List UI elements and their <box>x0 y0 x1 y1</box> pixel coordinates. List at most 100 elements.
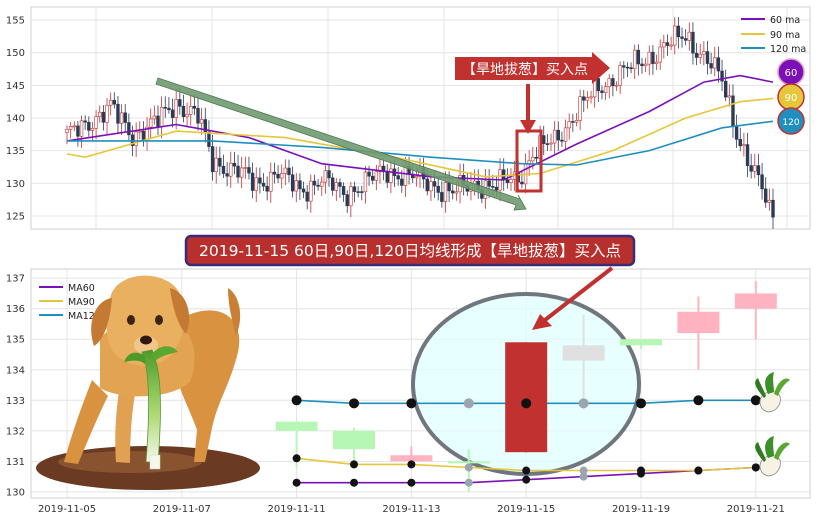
top-legend: 60 ma 90 ma 120 ma <box>741 15 806 55</box>
bottom-x-tick-label: 2019-11-21 <box>727 504 785 515</box>
top-candle <box>207 131 211 147</box>
top-candle <box>123 112 127 123</box>
top-candle <box>72 125 76 128</box>
top-candle <box>79 120 84 137</box>
top-y-tick-label: 155 <box>6 16 25 27</box>
bottom-legend: MA60 MA90 MA120 <box>39 283 101 322</box>
top-candle <box>323 170 328 183</box>
top-candle <box>454 191 459 194</box>
top-candle <box>574 120 579 123</box>
ma-dot-ma60 <box>522 475 531 484</box>
bottom-y-tick-label: 130 <box>6 487 25 498</box>
top-candle <box>108 99 113 106</box>
top-candle <box>633 49 637 70</box>
top-candle <box>731 95 735 127</box>
bottom-y-tick-label: 133 <box>6 396 25 407</box>
top-candle <box>771 199 775 218</box>
top-candle <box>534 156 539 159</box>
ma-dot-ma60 <box>579 472 588 481</box>
top-candle <box>487 180 491 187</box>
top-candle <box>607 78 611 88</box>
top-candle <box>276 173 280 179</box>
top-candle <box>716 57 721 72</box>
top-candle <box>87 121 91 131</box>
top-candle <box>767 199 772 203</box>
top-y-tick-label: 135 <box>6 146 25 157</box>
top-legend-120: 120 ma <box>770 44 806 55</box>
ma-dot-markers <box>291 395 761 487</box>
badge-120-circle <box>777 107 805 135</box>
top-candle <box>192 105 197 109</box>
top-candle <box>687 31 691 41</box>
top-candle <box>309 180 313 202</box>
top-legend-60: 60 ma <box>770 15 800 26</box>
top-candle <box>764 188 768 203</box>
top-candle <box>341 186 346 195</box>
top-candle <box>440 192 444 202</box>
ma-dot-ma90 <box>464 463 473 472</box>
top-candle <box>567 121 571 129</box>
top-candle <box>698 53 702 58</box>
top-candle <box>112 99 117 105</box>
top-candle <box>94 116 98 129</box>
bottom-candle <box>275 421 318 431</box>
top-candle <box>349 186 353 207</box>
top-candle <box>239 167 244 178</box>
leek-icon <box>755 436 790 477</box>
top-candle <box>98 111 102 117</box>
top-candle <box>156 115 160 127</box>
top-candle <box>134 131 138 146</box>
top-candle <box>167 107 171 111</box>
ma-dot-ma90 <box>694 466 703 475</box>
top-candle <box>338 182 342 187</box>
top-candle <box>298 180 302 190</box>
top-moving-averages <box>66 74 774 181</box>
top-candle <box>210 146 215 173</box>
top-candle <box>745 144 750 166</box>
top-candle <box>622 65 626 68</box>
top-candle <box>414 176 419 179</box>
ma-dot-ma90 <box>350 460 358 469</box>
top-candle <box>654 61 659 64</box>
top-candle <box>727 95 732 98</box>
bottom-x-ticks: 2019-11-05 2019-11-07 2019-11-11 2019-11-13… <box>38 504 785 515</box>
bottom-y-tick-label: 132 <box>6 426 25 437</box>
top-candle <box>549 142 553 145</box>
ma-dot-ma90 <box>579 466 588 475</box>
title-banner <box>184 234 636 267</box>
top-candle <box>651 51 655 64</box>
top-candle <box>330 177 335 191</box>
top-legend-90: 90 ma <box>770 30 800 41</box>
top-candle <box>265 185 269 192</box>
bottom-candles <box>275 281 777 492</box>
top-candle <box>68 126 73 130</box>
top-candle <box>596 78 601 92</box>
top-candle <box>665 42 670 46</box>
top-candle <box>443 182 448 202</box>
top-candle <box>702 51 706 55</box>
top-candle <box>505 179 510 183</box>
top-y-tick-label: 145 <box>6 81 25 92</box>
ma-dot-ma60 <box>292 478 301 487</box>
dog-with-leek-illustration <box>36 275 260 490</box>
bottom-x-tick-label: 2019-11-19 <box>612 504 670 515</box>
bottom-y-tick-label: 134 <box>6 365 25 376</box>
top-candle <box>189 105 193 115</box>
top-candle <box>756 165 761 176</box>
top-candle <box>232 162 237 167</box>
ma-dot-ma120 <box>750 395 761 406</box>
top-candle <box>636 49 641 65</box>
top-candle <box>676 25 681 38</box>
top-candle <box>683 38 688 41</box>
top-candle <box>327 170 331 179</box>
top-candle <box>280 173 284 179</box>
top-candle <box>247 167 251 174</box>
top-candle <box>116 103 120 124</box>
bottom-y-tick-label: 137 <box>6 274 25 285</box>
leek-icon <box>755 372 790 413</box>
top-candle <box>356 191 360 193</box>
top-candle <box>629 67 633 70</box>
bottom-title: 2019-11-15 60日,90日,120日均线形成【旱地拔葱】买入点 <box>199 242 621 260</box>
top-candle <box>680 36 684 39</box>
